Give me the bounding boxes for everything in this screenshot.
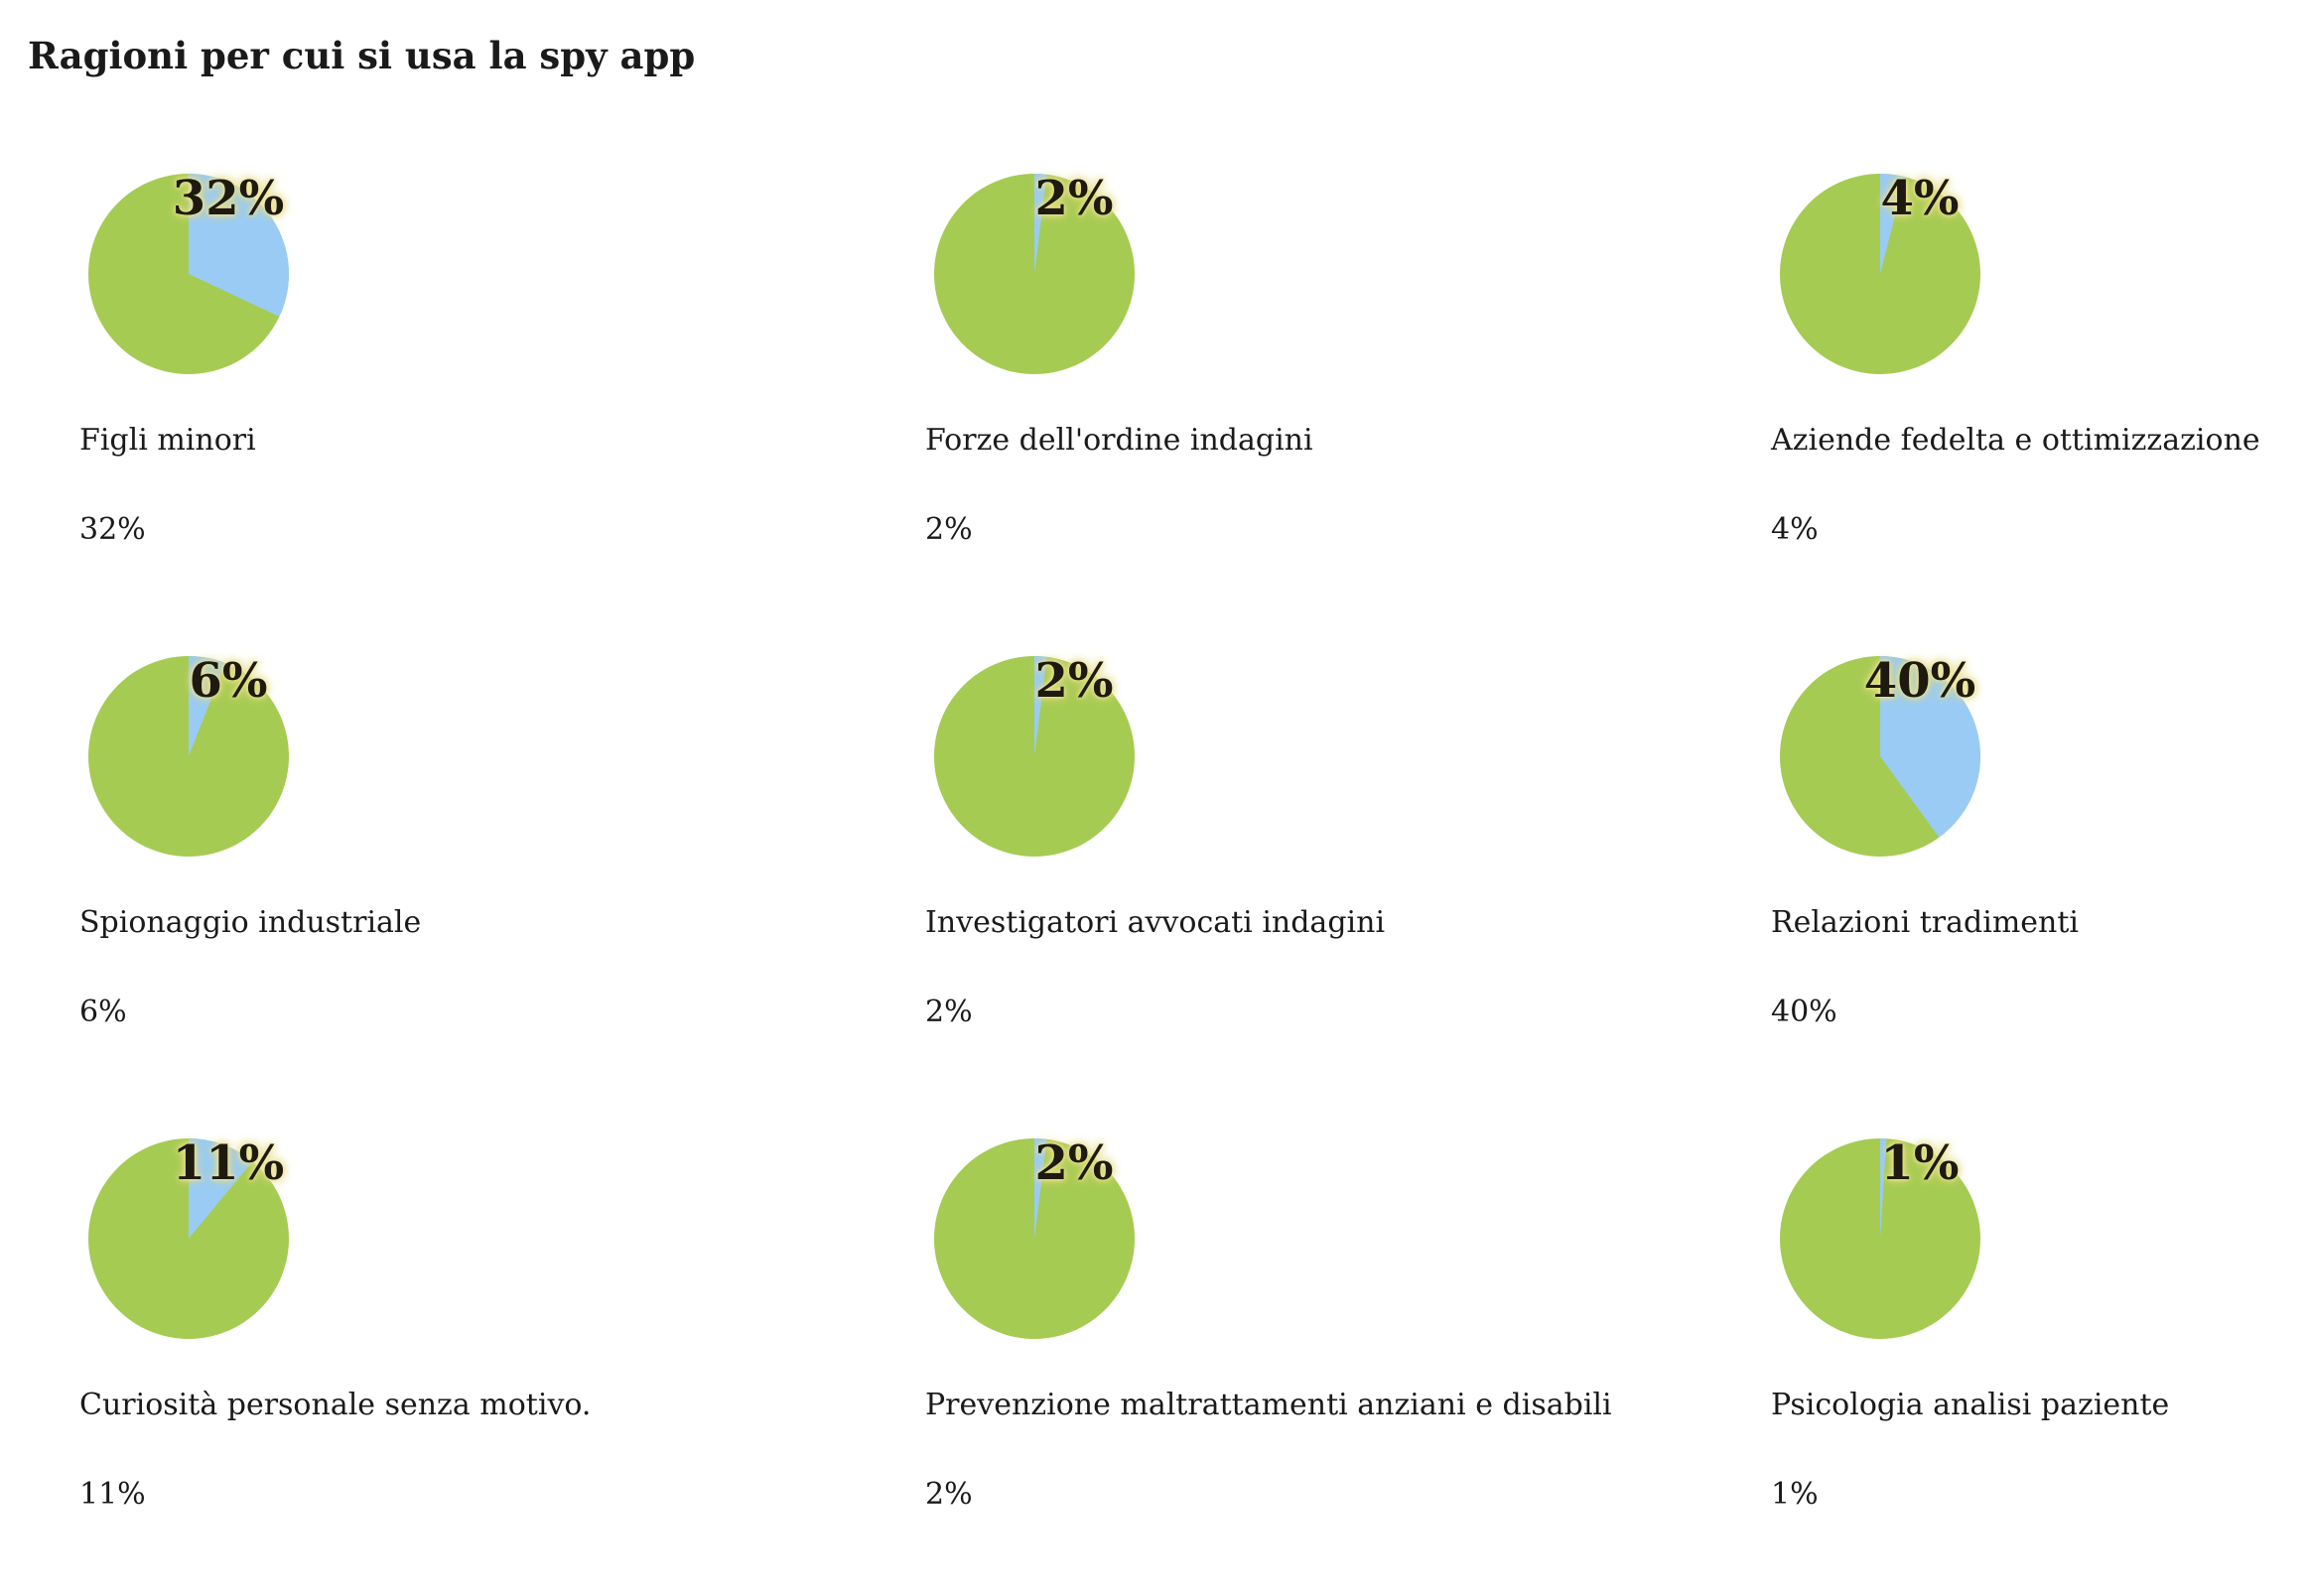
pie-chart-svg xyxy=(1780,174,1980,374)
pie-chart: 40% xyxy=(1771,647,1989,865)
pie-percentage-label: 2% xyxy=(1034,653,1114,709)
chart-card: 1% Psicologia analisi paziente 1% xyxy=(1771,1130,2307,1596)
pie-slice-value xyxy=(1034,1138,1047,1239)
pie-percentage-label: 1% xyxy=(1880,1135,1960,1191)
pie-percentage-label: 11% xyxy=(172,1135,285,1191)
pie-chart-svg xyxy=(934,656,1135,857)
chart-category-label: Psicologia analisi paziente xyxy=(1771,1388,2170,1422)
chart-value-label: 11% xyxy=(79,1477,146,1512)
pie-chart-svg xyxy=(934,174,1135,374)
pie-slice-value xyxy=(189,656,226,756)
page-title: Ragioni per cui si usa la spy app xyxy=(28,34,696,77)
pie-chart: 6% xyxy=(79,647,298,865)
pie-slice-value xyxy=(1034,174,1047,274)
pie-chart: 32% xyxy=(79,165,298,383)
pie-slice-value xyxy=(1880,1138,1887,1239)
pie-chart: 11% xyxy=(79,1130,298,1348)
chart-value-label: 1% xyxy=(1771,1477,1819,1512)
chart-card: 40% Relazioni tradimenti 40% xyxy=(1771,647,2307,1114)
chart-category-label: Prevenzione maltrattamenti anziani e dis… xyxy=(925,1388,1612,1422)
pie-chart: 2% xyxy=(925,165,1144,383)
pie-percentage-label: 32% xyxy=(172,171,285,226)
pie-percentage-label: 2% xyxy=(1034,1135,1114,1191)
chart-card: 32% Figli minori 32% xyxy=(79,165,854,631)
chart-value-label: 2% xyxy=(925,995,973,1029)
chart-card: 2% Investigatori avvocati indagini 2% xyxy=(925,647,1699,1114)
pie-slice-value xyxy=(1880,174,1906,274)
pie-chart: 2% xyxy=(925,647,1144,865)
chart-value-label: 32% xyxy=(79,512,146,547)
chart-card: 11% Curiosità personale senza motivo. 11… xyxy=(79,1130,854,1596)
chart-card: 2% Forze dell'ordine indagini 2% xyxy=(925,165,1699,631)
pie-chart-svg xyxy=(88,656,289,857)
chart-category-label: Figli minori xyxy=(79,423,256,458)
chart-category-label: Relazioni tradimenti xyxy=(1771,905,2079,940)
chart-category-label: Spionaggio industriale xyxy=(79,905,422,940)
pie-chart-svg xyxy=(1780,1138,1980,1339)
pie-chart-svg xyxy=(88,174,290,374)
chart-value-label: 6% xyxy=(79,995,127,1029)
chart-value-label: 4% xyxy=(1771,512,1819,547)
chart-value-label: 40% xyxy=(1771,995,1837,1029)
pie-slice-value xyxy=(189,174,290,317)
pie-slice-value xyxy=(1880,656,1981,838)
chart-category-label: Curiosità personale senza motivo. xyxy=(79,1388,592,1422)
chart-category-label: Aziende fedelta e ottimizzazione xyxy=(1771,423,2260,458)
pie-percentage-label: 4% xyxy=(1880,171,1960,226)
chart-value-label: 2% xyxy=(925,1477,973,1512)
pie-chart-svg xyxy=(1780,656,1981,857)
pie-chart: 1% xyxy=(1771,1130,1989,1348)
chart-card: 6% Spionaggio industriale 6% xyxy=(79,647,854,1114)
pie-percentage-label: 6% xyxy=(189,653,268,709)
chart-value-label: 2% xyxy=(925,512,973,547)
pie-chart-svg xyxy=(934,1138,1135,1339)
chart-card: 4% Aziende fedelta e ottimizzazione 4% xyxy=(1771,165,2307,631)
chart-category-label: Investigatori avvocati indagini xyxy=(925,905,1386,940)
pie-slice-value xyxy=(189,1138,253,1239)
pie-slice-value xyxy=(1034,656,1047,756)
pie-chart: 2% xyxy=(925,1130,1144,1348)
chart-card: 2% Prevenzione maltrattamenti anziani e … xyxy=(925,1130,1699,1596)
pie-percentage-label: 40% xyxy=(1863,653,1976,709)
chart-category-label: Forze dell'ordine indagini xyxy=(925,423,1313,458)
pie-chart: 4% xyxy=(1771,165,1989,383)
pie-percentage-label: 2% xyxy=(1034,171,1114,226)
pie-chart-svg xyxy=(88,1138,289,1339)
